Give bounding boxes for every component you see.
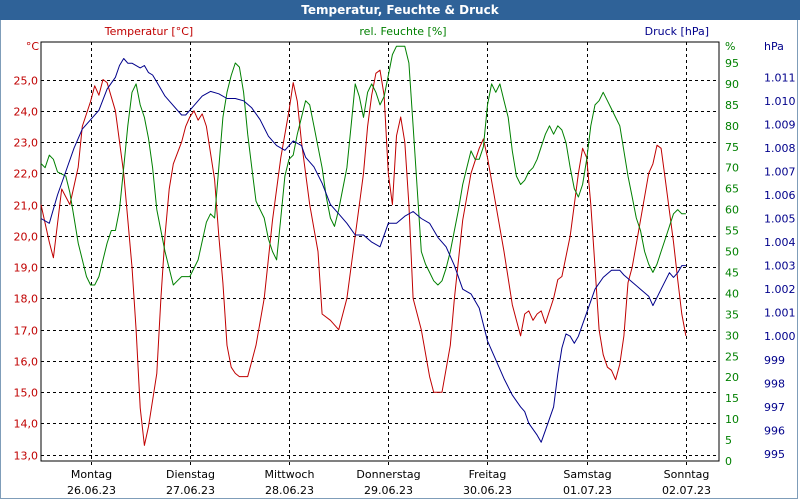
pressure-tick-label: 1.009 [764, 118, 796, 131]
legend-temperature: Temperatur [°C] [104, 25, 193, 38]
humidity-tick-label: 55 [725, 225, 739, 238]
date-label: 02.07.23 [662, 484, 711, 497]
temperature-tick-label: 25,0 [14, 75, 39, 88]
pressure-tick-label: 1.007 [764, 165, 796, 178]
pressure-tick-label: 1.006 [764, 189, 796, 202]
date-label: 27.06.23 [166, 484, 215, 497]
pressure-tick-label: 1.003 [764, 260, 796, 273]
pressure-tick-label: 1.011 [764, 71, 796, 84]
day-label: Freitag [469, 468, 507, 481]
day-label: Montag [71, 468, 112, 481]
humidity-tick-label: 60 [725, 204, 739, 217]
temperature-tick-label: 22,0 [14, 168, 39, 181]
temperature-tick-label: 21,0 [14, 200, 39, 213]
humidity-tick-label: 25 [725, 350, 739, 363]
date-label: 26.06.23 [67, 484, 116, 497]
humidity-unit-label: % [725, 40, 735, 53]
legend-humidity: rel. Feuchte [%] [359, 25, 446, 38]
pressure-tick-label: 995 [764, 448, 785, 461]
humidity-tick-label: 35 [725, 308, 739, 321]
humidity-tick-label: 5 [725, 434, 732, 447]
date-label: 29.06.23 [364, 484, 413, 497]
temperature-tick-label: 20,0 [14, 231, 39, 244]
pressure-tick-label: 996 [764, 424, 785, 437]
pressure-unit-label: hPa [764, 40, 784, 53]
chart-frame: 13,0 14,0 15,0 16,0 17,0 18,0 19,0 20,0 21,0 22,0… [0, 20, 798, 499]
humidity-tick-label: 30 [725, 329, 739, 342]
temperature-tick-label: 18,0 [14, 293, 39, 306]
temperature-tick-label: 24,0 [14, 106, 39, 119]
humidity-tick-label: 80 [725, 120, 739, 133]
humidity-series-line [40, 45, 686, 286]
temperature-tick-label: 15,0 [14, 387, 39, 400]
pressure-tick-label: 1.008 [764, 142, 796, 155]
date-label: 30.06.23 [463, 484, 512, 497]
date-label: 01.07.23 [563, 484, 612, 497]
humidity-tick-label: 20 [725, 371, 739, 384]
humidity-tick-label: 70 [725, 162, 739, 175]
temperature-tick-label: 17,0 [14, 325, 39, 338]
pressure-series-line [40, 58, 686, 443]
pressure-tick-label: 999 [764, 354, 785, 367]
pressure-tick-label: 998 [764, 377, 785, 390]
humidity-tick-label: 45 [725, 266, 739, 279]
humidity-tick-label: 65 [725, 183, 739, 196]
temperature-tick-label: 13,0 [14, 450, 39, 463]
humidity-tick-label: 15 [725, 392, 739, 405]
pressure-tick-label: 1.010 [764, 95, 796, 108]
pressure-tick-label: 1.005 [764, 213, 796, 226]
day-label: Mittwoch [265, 468, 315, 481]
weather-chart: 13,0 14,0 15,0 16,0 17,0 18,0 19,0 20,0 21,0 22,0… [14, 25, 796, 497]
pressure-tick-label: 997 [764, 401, 785, 414]
temperature-tick-label: 14,0 [14, 418, 39, 431]
temperature-series-line [40, 69, 687, 446]
humidity-tick-label: 50 [725, 246, 739, 259]
pressure-tick-label: 1.000 [764, 330, 796, 343]
humidity-tick-label: 0 [725, 455, 732, 468]
legend-pressure: Druck [hPa] [645, 25, 709, 38]
pressure-tick-label: 1.004 [764, 236, 796, 249]
temperature-tick-label: 16,0 [14, 356, 39, 369]
humidity-tick-label: 95 [725, 57, 739, 70]
humidity-tick-label: 75 [725, 141, 739, 154]
temperature-tick-label: 23,0 [14, 137, 39, 150]
humidity-tick-label: 10 [725, 413, 739, 426]
chart-window-title: Temperatur, Feuchte & Druck [0, 0, 800, 20]
day-label: Dienstag [166, 468, 215, 481]
humidity-tick-label: 90 [725, 78, 739, 91]
date-label: 28.06.23 [265, 484, 314, 497]
day-label: Donnerstag [356, 468, 420, 481]
temperature-tick-label: 19,0 [14, 262, 39, 275]
humidity-tick-label: 40 [725, 287, 739, 300]
temperature-unit-label: °C [26, 40, 40, 53]
plot-area [40, 41, 720, 462]
humidity-tick-label: 85 [725, 99, 739, 112]
day-label: Samstag [563, 468, 611, 481]
pressure-tick-label: 1.002 [764, 283, 796, 296]
day-label: Sonntag [664, 468, 710, 481]
pressure-tick-label: 1.001 [764, 307, 796, 320]
